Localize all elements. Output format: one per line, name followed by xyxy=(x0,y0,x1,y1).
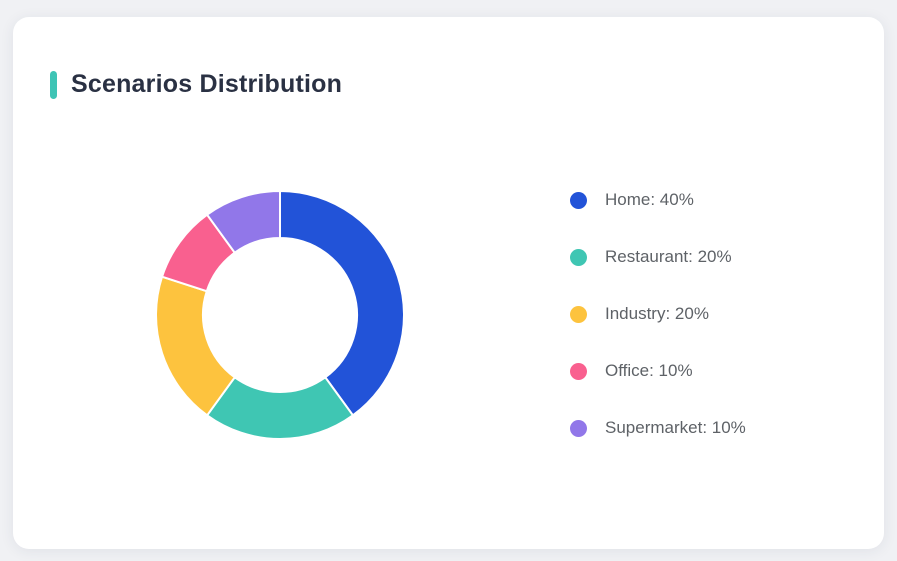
legend-marker-office xyxy=(570,362,587,380)
card-header: Scenarios Distribution xyxy=(50,70,342,99)
title-accent-bar xyxy=(50,70,57,99)
legend-item-restaurant[interactable]: Restaurant: 20% xyxy=(570,245,746,269)
legend-marker-supermarket xyxy=(570,419,587,437)
donut-segment-home[interactable] xyxy=(279,190,405,417)
donut-chart xyxy=(155,190,405,440)
legend-marker-industry xyxy=(570,305,587,323)
scenarios-distribution-card: Scenarios Distribution Home: 40% Restaura… xyxy=(13,17,884,549)
donut-segment-supermarket[interactable] xyxy=(205,190,281,255)
card-title: Scenarios Distribution xyxy=(71,70,343,98)
legend-item-industry[interactable]: Industry: 20% xyxy=(570,302,746,326)
legend-item-office[interactable]: Office: 10% xyxy=(570,359,746,383)
legend-marker-home xyxy=(570,191,587,209)
donut-segment-industry[interactable] xyxy=(155,275,237,417)
legend-marker-restaurant xyxy=(570,248,587,266)
legend-label-office: Office: 10% xyxy=(605,361,693,380)
legend-item-supermarket[interactable]: Supermarket: 10% xyxy=(570,416,746,440)
legend-label-restaurant: Restaurant: 20% xyxy=(605,247,732,266)
legend-label-home: Home: 40% xyxy=(605,190,694,209)
legend-label-supermarket: Supermarket: 10% xyxy=(605,418,746,437)
legend-item-home[interactable]: Home: 40% xyxy=(570,188,746,212)
chart-legend: Home: 40% Restaurant: 20% Industry: 20% Off… xyxy=(570,188,746,440)
legend-label-industry: Industry: 20% xyxy=(605,304,709,323)
donut-chart-svg xyxy=(155,190,405,440)
